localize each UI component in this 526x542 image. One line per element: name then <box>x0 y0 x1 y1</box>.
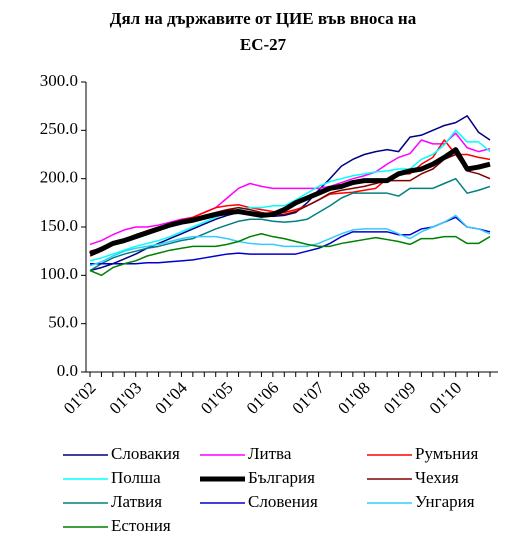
x-tick-label: 01'10 <box>426 378 466 418</box>
series-line <box>89 233 491 277</box>
x-tick-label: 01'06 <box>243 378 283 418</box>
x-tick-label: 01'02 <box>60 378 100 418</box>
y-tick-label: 200.0 <box>40 168 78 187</box>
series-line <box>89 147 491 257</box>
y-tick-label: 0.0 <box>57 361 78 380</box>
series-line <box>89 214 491 267</box>
chart-title: Дял на държавите от ЦИЕ във вноса на ЕС-… <box>109 9 417 54</box>
legend-label: Чехия <box>415 468 459 487</box>
x-tick-label: 01'07 <box>289 378 329 418</box>
legend-label: Румъния <box>415 444 478 463</box>
series-line <box>89 177 491 272</box>
x-tick-label: 01'09 <box>380 378 420 418</box>
legend-label: Латвия <box>111 492 162 511</box>
x-tick-label: 01'04 <box>151 378 191 418</box>
series-line <box>89 129 491 262</box>
legend-label: Естония <box>111 516 171 535</box>
legend-label: Словения <box>248 492 318 511</box>
x-tick-label: 01'08 <box>334 378 374 418</box>
y-tick-label: 250.0 <box>40 119 78 138</box>
legend-label: Литва <box>248 444 292 463</box>
legend-label: Словакия <box>111 444 180 463</box>
y-tick-label: 150.0 <box>40 216 78 235</box>
series-line <box>90 216 491 265</box>
legend-label: България <box>248 468 315 487</box>
x-tick-label: 01'05 <box>197 378 237 418</box>
legend-label: Полша <box>111 468 161 487</box>
y-tick-label: 100.0 <box>40 264 78 283</box>
y-tick-label: 300.0 <box>40 71 78 90</box>
series-line <box>89 132 491 246</box>
x-tick-label: 01'03 <box>106 378 146 418</box>
legend-label: Унгария <box>415 492 475 511</box>
y-tick-label: 50.0 <box>48 313 78 332</box>
